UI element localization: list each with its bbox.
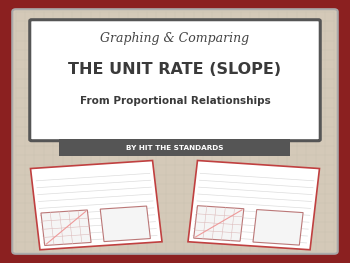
Text: BY HIT THE STANDARDS: BY HIT THE STANDARDS [126, 145, 224, 150]
Bar [41, 210, 91, 245]
Text: From Proportional Relationships: From Proportional Relationships [80, 96, 270, 106]
FancyBboxPatch shape [12, 9, 338, 254]
Text: THE UNIT RATE (SLOPE): THE UNIT RATE (SLOPE) [69, 62, 281, 77]
Bar [188, 160, 320, 250]
FancyBboxPatch shape [30, 20, 320, 141]
Text: Graphing & Comparing: Graphing & Comparing [100, 32, 250, 45]
Bar [100, 206, 150, 242]
Bar [30, 160, 162, 250]
Bar [60, 139, 290, 156]
Bar [194, 206, 244, 241]
Bar [253, 210, 303, 245]
